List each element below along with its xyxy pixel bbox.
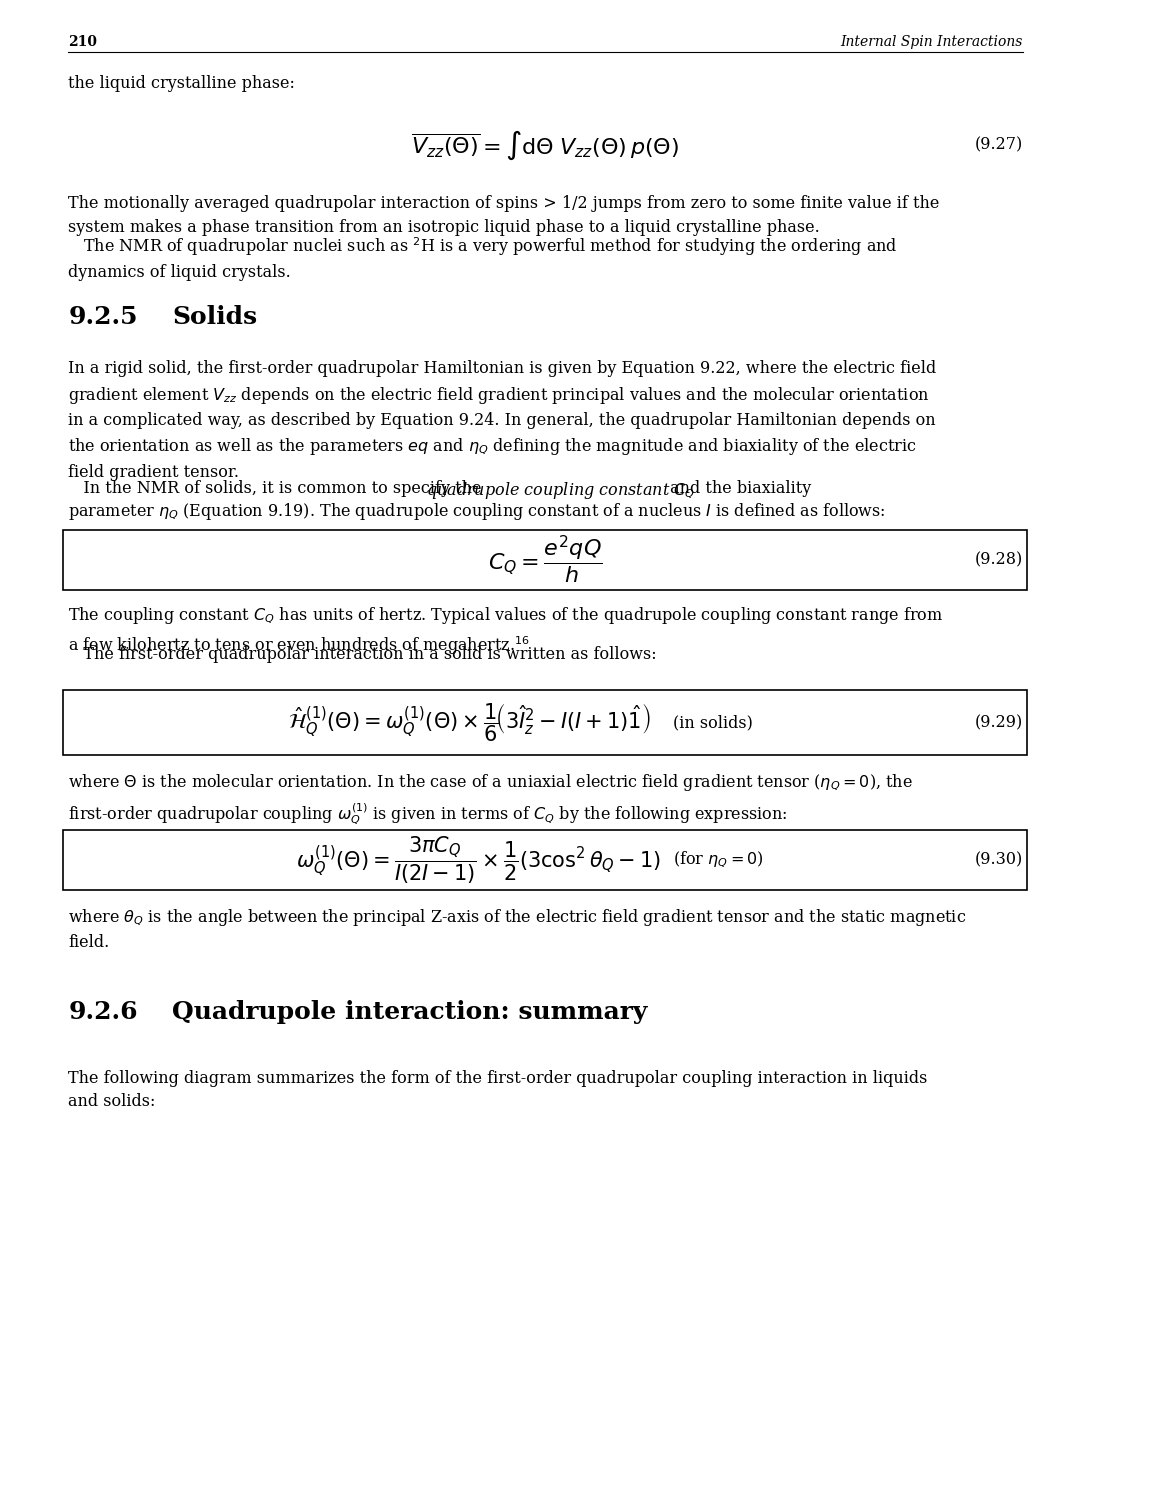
Text: the liquid crystalline phase:: the liquid crystalline phase: [68, 75, 295, 92]
Text: In a rigid solid, the first-order quadrupolar Hamiltonian is given by Equation 9: In a rigid solid, the first-order quadru… [68, 360, 937, 482]
Text: (for $\eta_Q = 0$): (for $\eta_Q = 0$) [673, 850, 764, 870]
Text: $\hat{\mathcal{H}}_Q^{(1)}(\Theta) = \omega_Q^{(1)}(\Theta) \times \dfrac{1}{6}\: $\hat{\mathcal{H}}_Q^{(1)}(\Theta) = \om… [288, 700, 651, 744]
Text: The following diagram summarizes the form of the first-order quadrupolar couplin: The following diagram summarizes the for… [68, 1070, 927, 1110]
Text: The motionally averaged quadrupolar interaction of spins > 1/2 jumps from zero t: The motionally averaged quadrupolar inte… [68, 195, 940, 236]
Text: Internal Spin Interactions: Internal Spin Interactions [840, 34, 1023, 50]
Text: 9.2.5: 9.2.5 [68, 304, 138, 328]
FancyBboxPatch shape [63, 690, 1028, 754]
FancyBboxPatch shape [63, 530, 1028, 590]
Text: Solids: Solids [173, 304, 257, 328]
Text: 210: 210 [68, 34, 97, 50]
Text: The coupling constant $C_Q$ has units of hertz. Typical values of the quadrupole: The coupling constant $C_Q$ has units of… [68, 604, 943, 657]
Text: (in solids): (in solids) [673, 714, 753, 730]
Text: In the NMR of solids, it is common to specify the: In the NMR of solids, it is common to sp… [68, 480, 487, 496]
Text: (9.30): (9.30) [975, 852, 1023, 868]
Text: quadrupole coupling constant $C_Q$: quadrupole coupling constant $C_Q$ [426, 480, 696, 501]
Text: and the biaxiality: and the biaxiality [665, 480, 811, 496]
Text: The NMR of quadrupolar nuclei such as $^2$H is a very powerful method for studyi: The NMR of quadrupolar nuclei such as $^… [68, 236, 897, 280]
Text: where $\theta_Q$ is the angle between the principal Z-axis of the electric field: where $\theta_Q$ is the angle between th… [68, 908, 967, 951]
Text: (9.27): (9.27) [975, 136, 1023, 153]
Text: (9.29): (9.29) [975, 714, 1023, 730]
Text: 9.2.6: 9.2.6 [68, 1000, 138, 1024]
Text: parameter $\eta_Q$ (Equation 9.19). The quadrupole coupling constant of a nucleu: parameter $\eta_Q$ (Equation 9.19). The … [68, 501, 886, 522]
Text: The first-order quadrupolar interaction in a solid is written as follows:: The first-order quadrupolar interaction … [68, 646, 657, 663]
Text: $\overline{V_{zz}(\Theta)} = \int\mathrm{d}\Theta\; V_{zz}(\Theta)\,p(\Theta)$: $\overline{V_{zz}(\Theta)} = \int\mathrm… [411, 129, 680, 162]
Text: Quadrupole interaction: summary: Quadrupole interaction: summary [173, 1000, 647, 1024]
Text: (9.28): (9.28) [975, 552, 1023, 568]
Text: where $\Theta$ is the molecular orientation. In the case of a uniaxial electric : where $\Theta$ is the molecular orientat… [68, 772, 914, 828]
Text: $C_Q = \dfrac{e^2qQ}{h}$: $C_Q = \dfrac{e^2qQ}{h}$ [488, 534, 602, 586]
FancyBboxPatch shape [63, 830, 1028, 890]
Text: $\omega_Q^{(1)}(\Theta) = \dfrac{3\pi C_Q}{I(2I-1)} \times \dfrac{1}{2}(3\cos^2\: $\omega_Q^{(1)}(\Theta) = \dfrac{3\pi C_… [296, 834, 661, 885]
